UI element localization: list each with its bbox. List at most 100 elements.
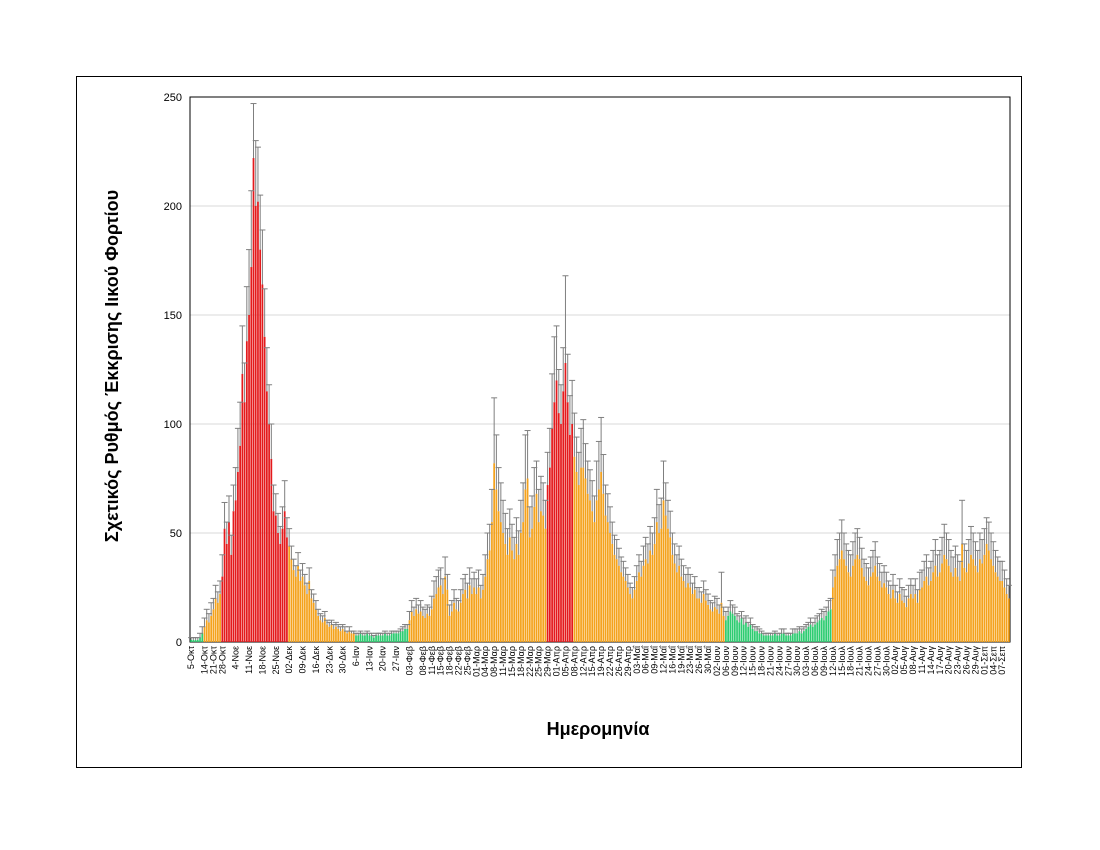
bar bbox=[268, 424, 270, 642]
error-bar bbox=[221, 501, 228, 529]
error-bar bbox=[586, 469, 593, 501]
bar bbox=[221, 576, 224, 642]
bar bbox=[927, 585, 930, 642]
error-bar bbox=[451, 589, 458, 603]
bar bbox=[306, 594, 308, 642]
bar bbox=[310, 598, 313, 642]
bar bbox=[979, 559, 981, 642]
x-tick-label: 12-Ιουν bbox=[739, 646, 749, 676]
error-bar bbox=[653, 488, 660, 523]
bar bbox=[613, 554, 616, 642]
bar bbox=[874, 565, 877, 642]
error-bar bbox=[854, 528, 861, 555]
error-bar bbox=[288, 545, 295, 560]
bar bbox=[471, 594, 473, 642]
error-bar bbox=[976, 532, 983, 560]
bar bbox=[889, 598, 892, 642]
bar bbox=[865, 580, 868, 642]
bar bbox=[199, 637, 201, 642]
bar bbox=[428, 615, 431, 642]
bar bbox=[301, 576, 304, 642]
bar bbox=[662, 500, 665, 642]
y-tick-label: 50 bbox=[170, 528, 182, 540]
bar bbox=[299, 580, 302, 642]
bar bbox=[520, 533, 522, 642]
x-tick-label: 11-Αυγ bbox=[917, 646, 927, 674]
error-bar bbox=[994, 556, 1001, 577]
bar bbox=[676, 572, 678, 642]
error-bar bbox=[742, 615, 749, 623]
x-tick-label: 04-Σεπ bbox=[988, 646, 998, 675]
x-tick-label: 26-Αυγ bbox=[962, 646, 972, 675]
x-tick-label: 15-Μαρ bbox=[507, 646, 517, 677]
bar bbox=[925, 576, 928, 642]
bar bbox=[909, 594, 912, 642]
bar bbox=[421, 615, 424, 642]
error-bar bbox=[569, 379, 576, 424]
error-bar bbox=[506, 508, 513, 538]
bar bbox=[774, 633, 776, 642]
bar bbox=[205, 620, 208, 642]
x-tick-label: 23-Δεκ bbox=[324, 646, 334, 674]
x-tick-label: 29-Μαρ bbox=[543, 646, 553, 677]
error-bar bbox=[992, 549, 999, 573]
error-bar bbox=[716, 604, 723, 614]
bar bbox=[999, 580, 1001, 642]
bar bbox=[569, 434, 571, 642]
x-tick-label: 27-Ιαν bbox=[391, 646, 401, 672]
error-bar bbox=[609, 521, 616, 544]
error-bar bbox=[275, 512, 282, 533]
bar bbox=[872, 572, 874, 642]
bar bbox=[406, 628, 409, 642]
x-tick-label: 01-Απρ bbox=[552, 646, 562, 676]
bar bbox=[655, 522, 658, 642]
x-axis-label: Ημερομηνία bbox=[547, 719, 650, 739]
bar bbox=[916, 602, 919, 642]
bar bbox=[598, 489, 600, 642]
x-tick-label: 08-Αυγ bbox=[908, 646, 918, 675]
bar bbox=[963, 567, 966, 642]
bar bbox=[725, 620, 727, 642]
bar bbox=[751, 628, 754, 642]
error-bar bbox=[203, 608, 210, 621]
bar bbox=[887, 594, 890, 642]
bar bbox=[511, 550, 513, 642]
error-bar bbox=[627, 582, 634, 595]
x-tick-label: 29-Αυγ bbox=[970, 646, 980, 675]
error-bar bbox=[705, 593, 712, 605]
bar bbox=[622, 576, 625, 642]
error-bar bbox=[990, 541, 997, 566]
bar bbox=[437, 587, 440, 642]
bar bbox=[896, 602, 899, 642]
bar bbox=[615, 559, 618, 642]
bar bbox=[878, 580, 881, 642]
bar bbox=[876, 576, 879, 642]
bar bbox=[780, 633, 783, 642]
bar bbox=[834, 576, 836, 642]
bar bbox=[704, 600, 707, 642]
error-bar bbox=[885, 580, 892, 595]
error-bar bbox=[840, 532, 847, 560]
error-bar bbox=[497, 482, 504, 523]
error-bar bbox=[312, 600, 319, 610]
bar bbox=[399, 631, 402, 642]
bar bbox=[635, 580, 638, 642]
bar bbox=[987, 550, 990, 642]
bar bbox=[782, 633, 785, 642]
bar bbox=[230, 554, 233, 642]
error-bar bbox=[680, 565, 687, 581]
bar bbox=[281, 528, 284, 642]
error-bar bbox=[533, 460, 540, 494]
bar bbox=[279, 543, 282, 642]
bar bbox=[852, 565, 854, 642]
error-bar bbox=[620, 560, 627, 577]
bar bbox=[918, 589, 921, 642]
bar bbox=[658, 533, 660, 642]
x-tick-label: 08-Μαρ bbox=[489, 646, 499, 677]
error-bar bbox=[290, 558, 297, 571]
bar bbox=[343, 631, 346, 642]
error-bar bbox=[495, 467, 502, 512]
bar bbox=[762, 635, 765, 642]
bar bbox=[932, 572, 934, 642]
bar bbox=[867, 585, 870, 642]
